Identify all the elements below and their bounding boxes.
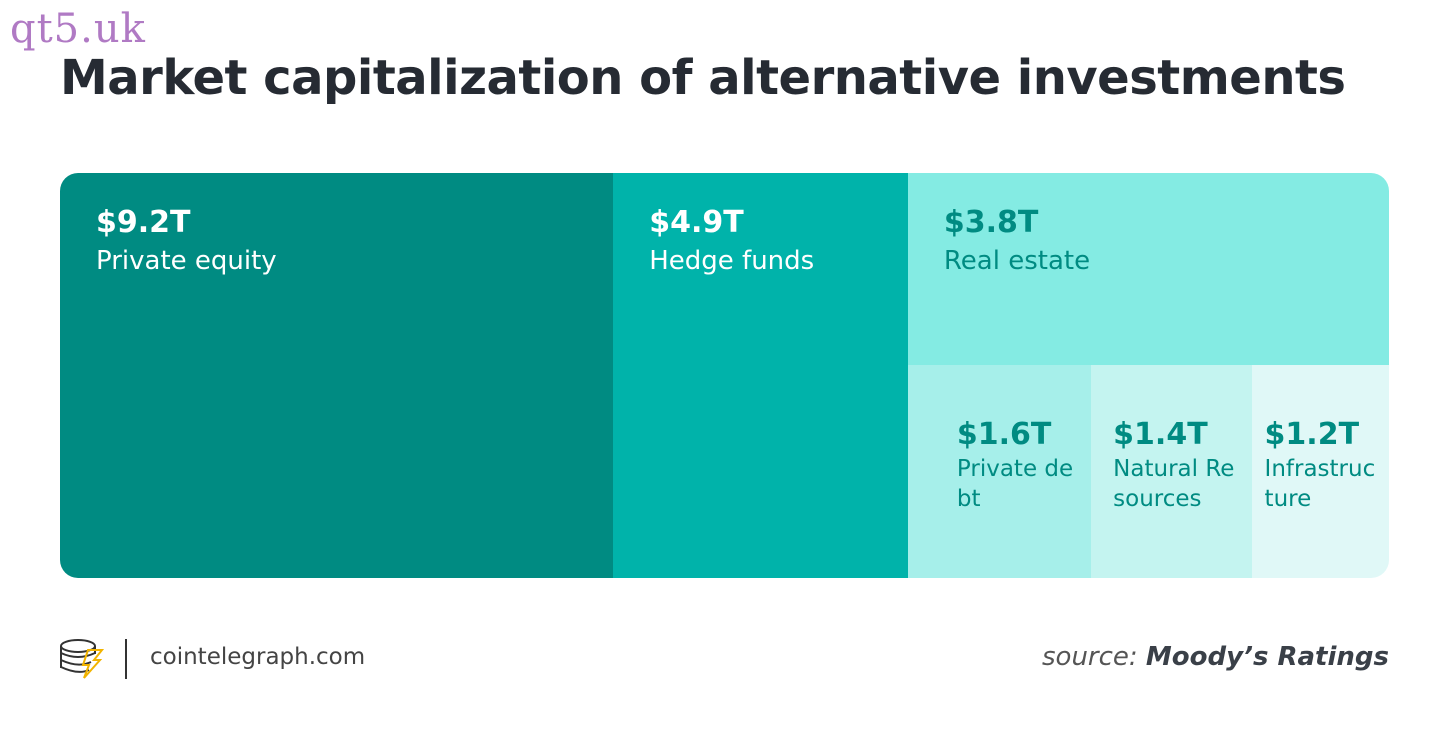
treemap-cell: $1.4T Natural Resources <box>1091 365 1252 578</box>
value-label: $9.2T <box>96 205 191 240</box>
treemap-cell: $1.2T Infrastructure <box>1251 365 1389 578</box>
value-label: $1.4T <box>1113 417 1208 453</box>
source-name: Moody’s Ratings <box>1145 642 1389 672</box>
value-label: $4.9T <box>649 205 744 240</box>
value-label: $1.2T <box>1264 417 1360 453</box>
chart-title: Market capitalization of alternative inv… <box>60 50 1346 106</box>
category-label: Natural Resources <box>1113 456 1235 513</box>
treemap-cell: $4.9T Hedge funds <box>613 173 908 578</box>
treemap: $9.2T Private equity $4.9T Hedge funds $3.8T… <box>60 173 1389 578</box>
category-label: Private debt <box>956 456 1074 513</box>
watermark: qt5.uk <box>10 6 146 52</box>
value-label: $3.8T <box>943 205 1039 240</box>
category-label: Private equity <box>96 246 277 276</box>
category-label: Real estate <box>943 246 1091 276</box>
treemap-cell: $3.8T Real estate <box>907 173 1389 366</box>
brand: cointelegraph.com <box>150 644 366 670</box>
treemap-cell: $1.6T Private debt <box>907 365 1092 578</box>
category-label: Hedge funds <box>649 246 815 276</box>
category-label: Infrastructure <box>1264 456 1376 513</box>
treemap-cell: $9.2T Private equity <box>60 173 614 578</box>
value-label: $1.6T <box>956 417 1052 453</box>
source-prefix: source: <box>1041 642 1138 672</box>
logo <box>60 639 127 679</box>
source: source: Moody’s Ratings <box>1042 642 1389 672</box>
